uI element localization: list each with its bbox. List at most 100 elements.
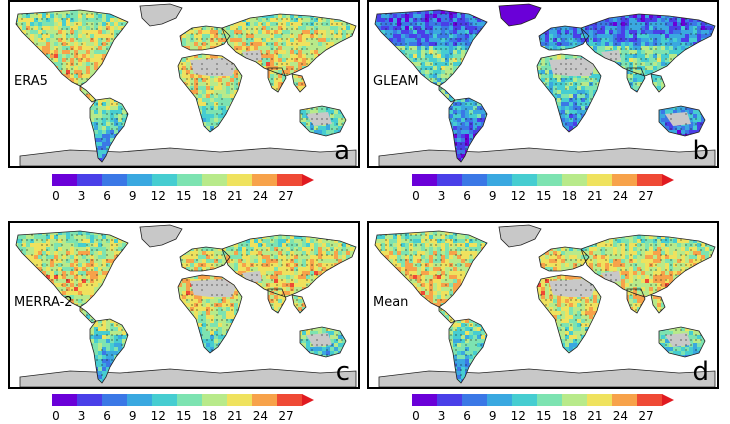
colorbar-tick-label: 15 — [176, 189, 192, 203]
colorbar-segment — [412, 394, 438, 406]
colorbar-segment — [202, 174, 228, 186]
antarctica-region — [378, 368, 716, 387]
colorbar-tick-label: 9 — [128, 409, 137, 423]
colorbar-tick-label: 18 — [201, 189, 217, 203]
colorbar-tick-label: 0 — [52, 409, 60, 423]
colorbar-segment — [487, 394, 513, 406]
colorbar-tick-label: 21 — [587, 409, 603, 423]
colorbar-tick-label: 0 — [412, 189, 420, 203]
central-america-coastline — [79, 306, 97, 324]
colorbar-tick-label: 9 — [488, 189, 497, 203]
panel-letter: d — [692, 357, 709, 387]
australia-coastline — [299, 105, 347, 137]
europe-coastline — [538, 246, 590, 272]
colorbar-segment — [277, 394, 303, 406]
colorbar-segment — [202, 394, 228, 406]
panel-letter: c — [335, 357, 350, 387]
colorbar-tick-label: 3 — [77, 189, 86, 203]
south-america-coastline — [89, 318, 129, 384]
colorbar-segment — [127, 394, 153, 406]
colorbar-tick-label: 12 — [510, 189, 526, 203]
colorbar-segment — [77, 174, 103, 186]
south-america-coastline — [89, 97, 129, 163]
missing-data-region — [190, 58, 236, 76]
colorbar-segment — [612, 394, 638, 406]
africa-coastline — [177, 274, 243, 354]
missing-data-region — [306, 333, 332, 347]
colorbar-segment — [612, 174, 638, 186]
colorbar-tick-label: 9 — [128, 189, 137, 203]
colorbar-tick-label: 27 — [278, 189, 294, 203]
colorbar-tick-label: 9 — [488, 409, 497, 423]
colorbar-tick-label: 18 — [201, 409, 217, 423]
colorbar-segment — [252, 394, 278, 406]
colorbar-extend-arrow — [662, 394, 674, 406]
map-panel-era5: ERA5 a — [8, 0, 360, 168]
colorbar-segment — [462, 394, 488, 406]
colorbar-extend-arrow — [302, 174, 314, 186]
colorbar-segment — [587, 174, 613, 186]
asia-coastline — [580, 234, 716, 298]
colorbar-segment — [52, 174, 78, 186]
colorbar-segment — [587, 394, 613, 406]
colorbar-tick-label: 0 — [52, 189, 60, 203]
colorbar-segment — [177, 174, 203, 186]
colorbar-tick-label: 15 — [176, 409, 192, 423]
greenland-region — [498, 3, 542, 27]
colorbar-segment — [487, 174, 513, 186]
map-panel-merra2: MERRA-2 c — [8, 221, 360, 389]
panel-letter: b — [692, 136, 709, 166]
missing-data-region — [665, 112, 691, 126]
colorbar-segment — [437, 394, 463, 406]
colorbar-segment — [637, 174, 663, 186]
colorbar-tick-label: 24 — [612, 189, 629, 203]
australia-coastline — [658, 105, 706, 137]
colorbar-extend-arrow — [662, 174, 674, 186]
colorbar-tick-label: 6 — [103, 409, 111, 423]
asia-coastline — [221, 13, 357, 77]
india-coastline — [267, 288, 287, 314]
colorbar-segment — [562, 394, 588, 406]
colorbar-tick-label: 18 — [561, 189, 577, 203]
colorbar-tick-label: 3 — [437, 409, 446, 423]
asia-coastline — [221, 234, 357, 298]
north-america-coastline — [374, 230, 488, 308]
map-panel-gleam: GLEAM b — [367, 0, 719, 168]
antarctica-region — [19, 368, 357, 387]
greenland-region — [139, 224, 183, 248]
europe-coastline — [179, 246, 231, 272]
se-asia-coastline — [291, 73, 307, 93]
colorbar-segment — [462, 174, 488, 186]
missing-data-region — [549, 279, 595, 297]
central-america-coastline — [438, 306, 456, 324]
dataset-label: Mean — [373, 295, 409, 310]
colorbar-segment — [177, 394, 203, 406]
colorbar-segment — [102, 174, 128, 186]
dataset-label: GLEAM — [373, 74, 419, 89]
colorbar-gradient — [52, 174, 314, 186]
se-asia-coastline — [650, 294, 666, 314]
colorbar-tick-label: 21 — [587, 189, 603, 203]
north-america-coastline — [15, 230, 129, 308]
colorbar-tick-label: 6 — [463, 409, 471, 423]
india-coastline — [267, 67, 287, 93]
colorbar-segment — [127, 174, 153, 186]
colorbar-tick-label: 6 — [103, 189, 111, 203]
missing-data-region — [190, 279, 236, 297]
missing-data-region — [549, 58, 595, 76]
antarctica-region — [378, 147, 716, 166]
world-map — [374, 224, 716, 387]
europe-coastline — [179, 25, 231, 51]
heatmap-cells — [375, 231, 715, 383]
world-map — [15, 3, 357, 166]
colorbar-tick-label: 12 — [510, 409, 526, 423]
heatmap-cells — [16, 10, 356, 162]
asia-coastline — [580, 13, 716, 77]
colorbar-tick-label: 3 — [77, 409, 86, 423]
colorbar-tick-label: 27 — [638, 189, 654, 203]
dataset-label: ERA5 — [14, 74, 48, 89]
colorbar-segment — [152, 394, 178, 406]
colorbar-segment — [537, 174, 563, 186]
colorbar-segment — [277, 174, 303, 186]
colorbar-tick-label: 24 — [252, 189, 269, 203]
